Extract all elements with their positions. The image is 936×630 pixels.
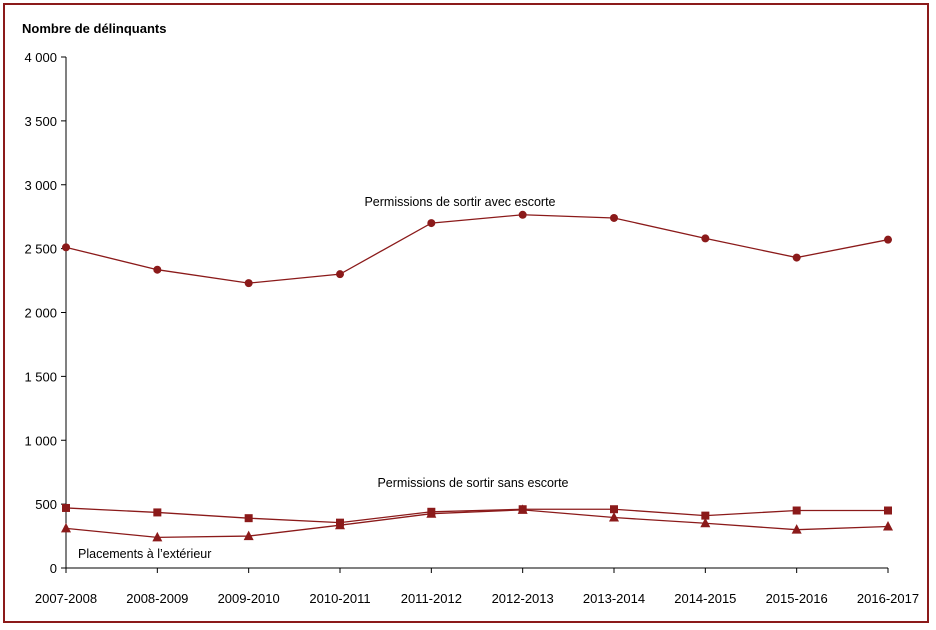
x-tick-label: 2012-2013: [492, 591, 554, 606]
data-point-triangle: [152, 531, 163, 542]
x-tick-label: 2008-2009: [126, 591, 188, 606]
data-point-triangle: [883, 520, 893, 531]
y-tick-label: 1 500: [24, 369, 57, 384]
data-point-square: [884, 506, 892, 515]
axes: 0 500 1 000 1 500 2 000 2 500 3 000 3 500 4 000 2…: [24, 50, 919, 606]
x-tick-label: 2011-2012: [401, 591, 462, 606]
y-tick-label: 2 000: [24, 306, 57, 321]
x-tick-label: 2015-2016: [766, 591, 828, 606]
series-line-placements-a-l-exterieur: [65, 509, 889, 538]
data-point-circle: [153, 265, 162, 274]
y-tick-label: 500: [35, 497, 57, 512]
series-line-permissions-de-sortir-sans-escorte: [65, 507, 888, 524]
series-label-permissions-de-sortir-sans-escorte: Permissions de sortir sans escorte: [377, 476, 568, 490]
x-tick-label: 2007-2008: [35, 591, 97, 606]
y-axis-title: Nombre de délinquants: [22, 21, 166, 36]
y-tick-label: 4 000: [24, 50, 57, 65]
data-point-circle: [244, 279, 253, 288]
data-point-square: [153, 508, 162, 517]
y-tick-label: 3 000: [24, 178, 57, 193]
series-line-permissions-de-sortir-avec-escorte: [65, 214, 889, 284]
data-point-triangle: [609, 512, 619, 522]
data-point-square: [610, 505, 618, 514]
x-tick-label: 2013-2014: [583, 591, 645, 606]
y-tick-label: 2 500: [24, 242, 57, 257]
data-point-circle: [518, 210, 527, 219]
data-point-circle: [701, 234, 710, 243]
data-point-circle: [792, 253, 801, 262]
series-annotations: Permissions de sortir avec escorte Permis…: [78, 195, 569, 561]
x-tick-label: 2009-2010: [218, 591, 280, 606]
x-tick-label: 2014-2015: [674, 591, 736, 606]
series-label-placements-a-l-exterieur: Placements à l’extérieur: [78, 547, 211, 561]
data-point-triangle: [61, 522, 71, 533]
chart-frame: [3, 3, 929, 623]
series-label-permissions-de-sortir-avec-escorte: Permissions de sortir avec escorte: [364, 195, 555, 209]
data-point-circle: [336, 270, 344, 279]
data-point-triangle: [335, 519, 345, 530]
data-point-square: [701, 511, 710, 520]
data-point-circle: [427, 219, 436, 228]
data-point-triangle: [243, 530, 254, 541]
data-point-circle: [62, 243, 70, 252]
data-point-square: [62, 503, 70, 512]
data-point-square: [244, 514, 253, 523]
series-lines: [65, 214, 889, 538]
data-point-circle: [884, 235, 892, 244]
data-point-square: [792, 506, 801, 515]
x-tick-label: 2016-2017: [857, 591, 919, 606]
y-tick-label: 1 000: [24, 433, 57, 448]
data-point-circle: [610, 213, 618, 222]
y-tick-label: 3 500: [24, 114, 57, 129]
data-point-triangle: [517, 504, 528, 514]
data-point-triangle: [426, 508, 437, 518]
series-markers: [61, 210, 893, 542]
y-tick-label: 0: [50, 561, 57, 576]
data-point-triangle: [700, 517, 711, 528]
data-point-triangle: [791, 524, 802, 534]
x-tick-label: 2010-2011: [309, 591, 370, 606]
